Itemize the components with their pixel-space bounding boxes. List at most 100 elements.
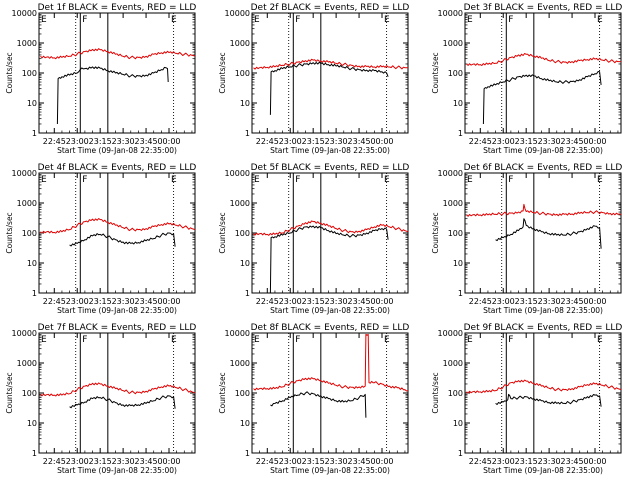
interval-marker-label: F bbox=[295, 335, 300, 345]
x-tick-label: 23:00 bbox=[492, 297, 515, 306]
x-tick-label: 00:00 bbox=[157, 457, 180, 466]
x-tick-label: 00:00 bbox=[370, 457, 393, 466]
x-tick-label: 00:00 bbox=[583, 137, 606, 146]
x-axis-label: Start Time (09-Jan-08 22:35:00) bbox=[483, 306, 603, 315]
y-tick-label: 1 bbox=[458, 129, 463, 138]
y-axis-label: Counts/sec bbox=[431, 372, 440, 413]
y-tick-label: 1 bbox=[245, 449, 250, 458]
interval-marker-label: F bbox=[82, 15, 87, 25]
interval-marker-label: E bbox=[171, 175, 177, 185]
x-tick-label: 23:00 bbox=[66, 297, 89, 306]
x-tick-label: 23:00 bbox=[492, 137, 515, 146]
x-tick-label: 22:45 bbox=[43, 137, 66, 146]
plot-frame bbox=[38, 172, 196, 294]
panel-title: Det 6f BLACK = Events, RED = LLD bbox=[464, 163, 623, 173]
x-tick-label: 23:15 bbox=[302, 297, 325, 306]
x-axis-label: Start Time (09-Jan-08 22:35:00) bbox=[270, 306, 390, 315]
x-axis-label: Start Time (09-Jan-08 22:35:00) bbox=[57, 306, 177, 315]
x-tick-label: 23:15 bbox=[515, 457, 538, 466]
x-axis-label: Start Time (09-Jan-08 22:35:00) bbox=[270, 146, 390, 155]
y-tick-label: 10 bbox=[27, 259, 37, 268]
plot-frame bbox=[464, 332, 622, 454]
panel-title: Det 5f BLACK = Events, RED = LLD bbox=[251, 163, 410, 173]
x-tick-label: 23:45 bbox=[348, 297, 371, 306]
y-tick-label: 1 bbox=[32, 129, 37, 138]
x-tick-label: 23:30 bbox=[538, 137, 561, 146]
x-tick-label: 22:45 bbox=[43, 297, 66, 306]
interval-marker-label: E bbox=[41, 15, 47, 25]
y-tick-label: 10 bbox=[453, 259, 463, 268]
panel-9: Det 9f BLACK = Events, RED = LLD 1 10 100 10… bbox=[431, 323, 622, 475]
y-tick-label: 100 bbox=[22, 389, 37, 398]
x-tick-label: 23:30 bbox=[325, 297, 348, 306]
panel-2: Det 2f BLACK = Events, RED = LLD 1 10 100 10… bbox=[218, 3, 409, 155]
y-tick-label: 10000 bbox=[225, 169, 250, 178]
y-tick-label: 1 bbox=[458, 289, 463, 298]
y-tick-label: 10 bbox=[453, 419, 463, 428]
y-tick-label: 10000 bbox=[438, 329, 463, 338]
x-tick-label: 23:45 bbox=[135, 297, 158, 306]
y-tick-label: 10000 bbox=[438, 9, 463, 18]
interval-marker-label: E bbox=[384, 175, 390, 185]
y-tick-label: 100 bbox=[448, 389, 463, 398]
lld-series-line bbox=[40, 48, 196, 60]
interval-marker-label: F bbox=[82, 175, 87, 185]
x-tick-label: 23:00 bbox=[66, 457, 89, 466]
events-series-line bbox=[56, 66, 169, 125]
lld-series-line bbox=[40, 382, 196, 397]
y-tick-label: 10 bbox=[27, 419, 37, 428]
panel-7: Det 7f BLACK = Events, RED = LLD 1 10 100 10… bbox=[5, 323, 196, 475]
x-tick-label: 23:15 bbox=[89, 457, 112, 466]
y-tick-label: 10000 bbox=[12, 9, 37, 18]
y-tick-label: 100 bbox=[22, 229, 37, 238]
interval-marker-label: E bbox=[171, 335, 177, 345]
panel-title: Det 7f BLACK = Events, RED = LLD bbox=[38, 323, 197, 333]
events-series-line bbox=[482, 71, 602, 125]
x-tick-label: 23:45 bbox=[135, 457, 158, 466]
x-axis-label: Start Time (09-Jan-08 22:35:00) bbox=[57, 146, 177, 155]
interval-marker-label: E bbox=[41, 335, 47, 345]
plot-frame bbox=[251, 12, 409, 134]
y-axis-label: Counts/sec bbox=[5, 52, 14, 93]
x-tick-label: 23:30 bbox=[538, 297, 561, 306]
y-axis-label: Counts/sec bbox=[431, 212, 440, 253]
x-tick-label: 23:30 bbox=[325, 457, 348, 466]
x-tick-label: 23:45 bbox=[561, 297, 584, 306]
panel-title: Det 8f BLACK = Events, RED = LLD bbox=[251, 323, 410, 333]
y-tick-label: 100 bbox=[448, 229, 463, 238]
x-tick-label: 23:30 bbox=[112, 457, 135, 466]
y-tick-label: 100 bbox=[22, 69, 37, 78]
y-tick-label: 1000 bbox=[230, 39, 250, 48]
y-tick-label: 10000 bbox=[225, 329, 250, 338]
y-tick-label: 1000 bbox=[443, 359, 463, 368]
x-axis-label: Start Time (09-Jan-08 22:35:00) bbox=[483, 466, 603, 475]
y-tick-label: 1 bbox=[458, 449, 463, 458]
y-tick-label: 100 bbox=[448, 69, 463, 78]
y-tick-label: 100 bbox=[235, 229, 250, 238]
x-tick-label: 23:15 bbox=[302, 137, 325, 146]
y-tick-label: 10000 bbox=[12, 169, 37, 178]
y-axis-label: Counts/sec bbox=[431, 52, 440, 93]
interval-marker-label: E bbox=[254, 175, 260, 185]
y-tick-label: 10000 bbox=[438, 169, 463, 178]
interval-marker-label: E bbox=[41, 175, 47, 185]
x-tick-label: 23:00 bbox=[279, 297, 302, 306]
x-tick-label: 00:00 bbox=[157, 297, 180, 306]
interval-marker-label: F bbox=[295, 15, 300, 25]
x-tick-label: 22:45 bbox=[256, 457, 279, 466]
interval-marker-label: F bbox=[82, 335, 87, 345]
y-tick-label: 1 bbox=[245, 289, 250, 298]
x-tick-label: 23:30 bbox=[112, 297, 135, 306]
x-tick-label: 23:00 bbox=[66, 137, 89, 146]
y-tick-label: 10000 bbox=[225, 9, 250, 18]
lld-series-line bbox=[253, 58, 408, 70]
lld-series-line bbox=[466, 53, 621, 66]
x-tick-label: 23:30 bbox=[538, 457, 561, 466]
y-axis-label: Counts/sec bbox=[5, 212, 14, 253]
x-tick-label: 23:15 bbox=[302, 457, 325, 466]
x-tick-label: 22:45 bbox=[256, 137, 279, 146]
y-tick-label: 10 bbox=[453, 99, 463, 108]
events-series-line bbox=[270, 391, 367, 418]
interval-marker-label: F bbox=[295, 175, 300, 185]
